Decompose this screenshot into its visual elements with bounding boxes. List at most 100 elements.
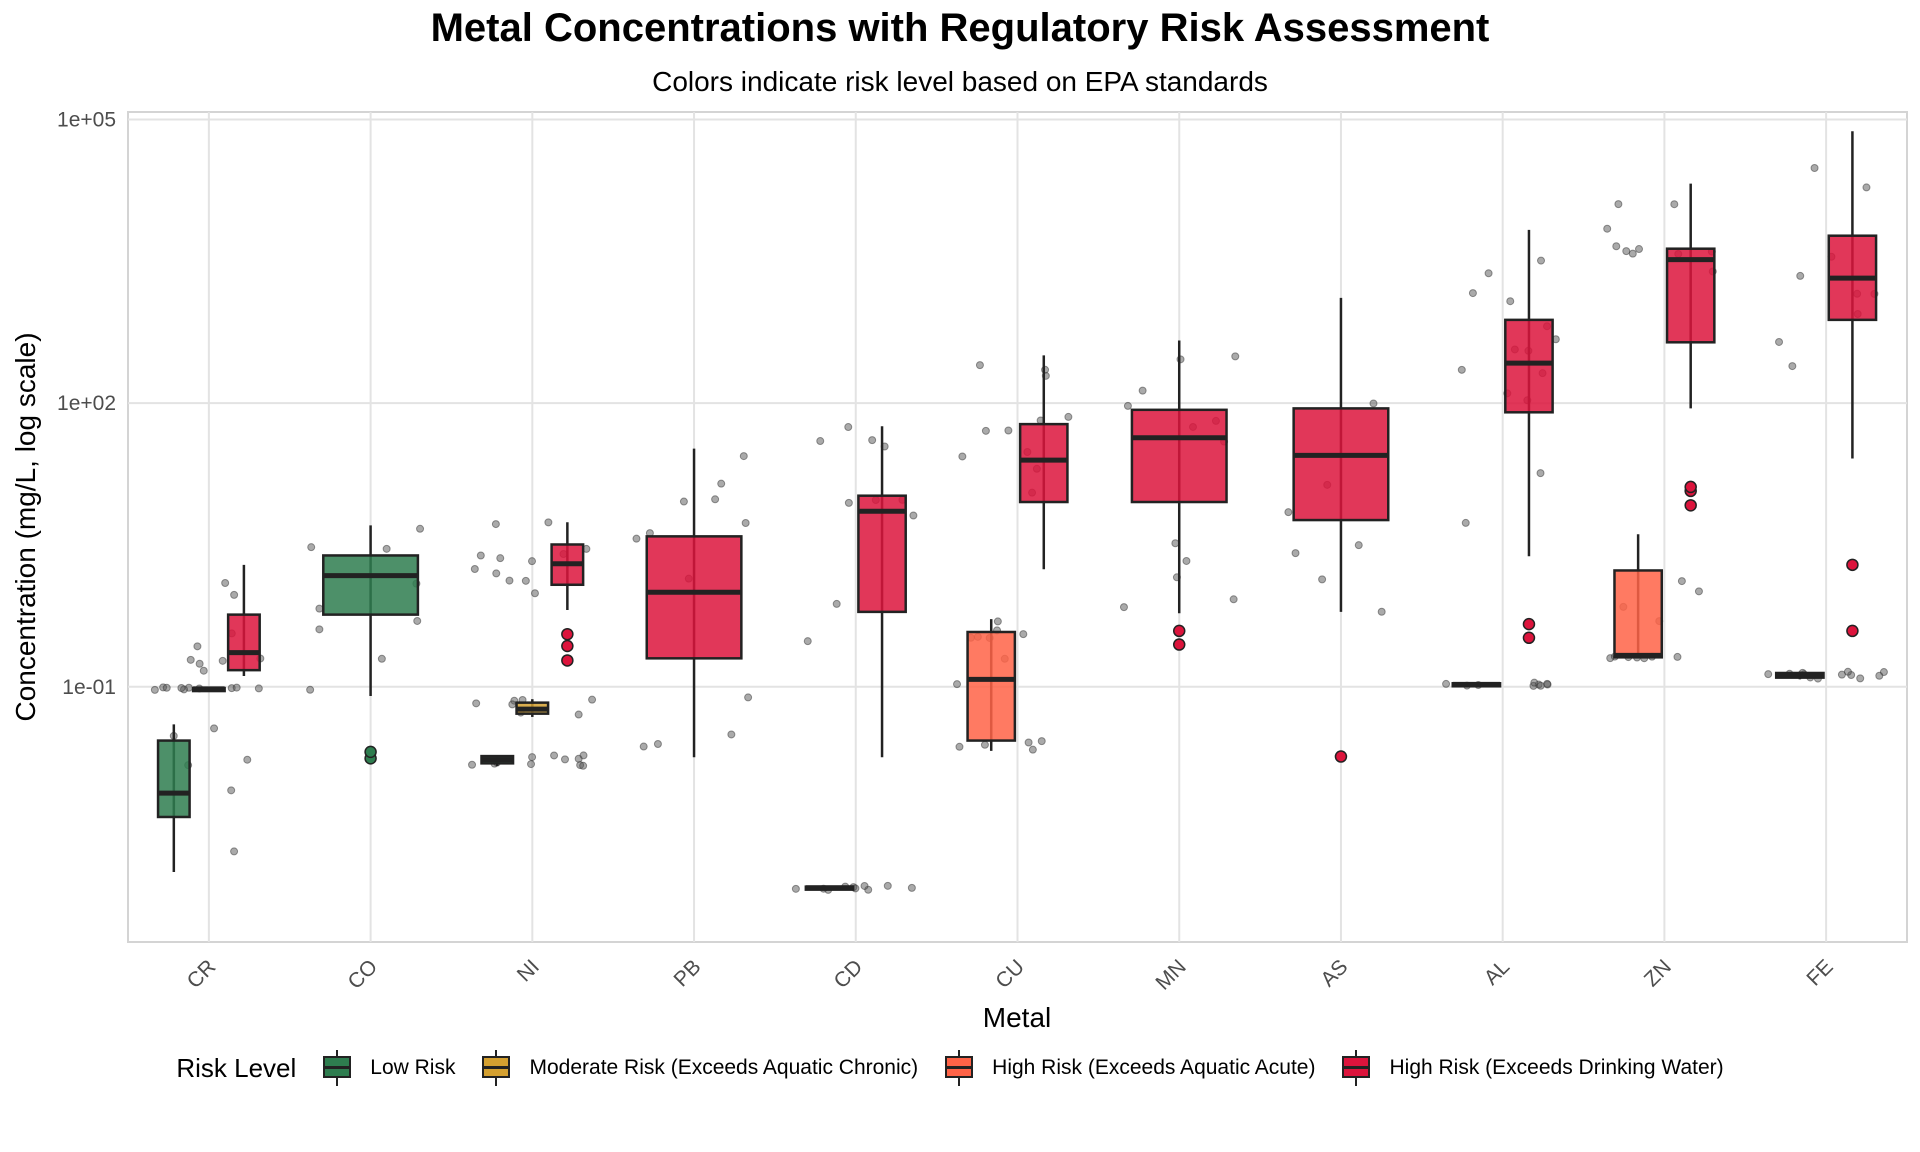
y-tick-label: 1e-01 xyxy=(62,676,116,699)
x-tick-label: CO xyxy=(344,955,383,994)
data-point xyxy=(1171,539,1180,548)
data-point xyxy=(1377,607,1386,616)
data-point xyxy=(1628,249,1637,258)
box-rect xyxy=(1665,247,1716,344)
x-tick-label: CU xyxy=(991,955,1029,993)
data-point xyxy=(470,565,479,574)
data-point xyxy=(1614,200,1623,209)
data-point xyxy=(193,642,202,651)
data-point xyxy=(530,589,539,598)
legend-item-acute: High Risk (Exceeds Aquatic Acute) xyxy=(938,1050,1315,1086)
data-point xyxy=(739,452,748,461)
box-cr-drinking xyxy=(226,564,261,677)
data-point xyxy=(1543,679,1552,688)
data-point xyxy=(1622,247,1631,256)
box-al-low xyxy=(1451,681,1502,688)
data-point xyxy=(791,884,800,893)
data-point xyxy=(1028,745,1037,754)
data-point xyxy=(243,755,252,764)
data-point xyxy=(1484,269,1493,278)
data-point xyxy=(476,551,485,560)
data-point xyxy=(909,511,918,520)
data-point xyxy=(993,617,1002,626)
data-point xyxy=(528,753,537,762)
x-tick-label: PB xyxy=(670,955,706,991)
data-point xyxy=(1119,603,1128,612)
box-rect xyxy=(857,494,907,614)
data-point xyxy=(550,751,559,760)
data-point xyxy=(416,524,425,533)
data-point xyxy=(527,760,536,769)
data-point xyxy=(1354,541,1363,550)
data-point xyxy=(230,847,239,856)
data-point xyxy=(1037,737,1046,746)
legend-label: High Risk (Exceeds Aquatic Acute) xyxy=(992,1056,1316,1079)
box-cu-drinking xyxy=(1018,355,1069,570)
box-cr-low xyxy=(156,724,191,872)
data-point xyxy=(468,760,477,769)
data-point xyxy=(1138,386,1147,395)
outlier-point xyxy=(1334,750,1348,763)
data-point xyxy=(254,684,263,693)
legend-title: Risk Level xyxy=(176,1052,297,1083)
box-rect xyxy=(1018,422,1069,504)
x-tick-label: MN xyxy=(1151,955,1190,994)
box-rect xyxy=(156,739,191,819)
legend-item-low: Low Risk xyxy=(316,1050,455,1086)
data-point xyxy=(521,576,530,585)
data-point xyxy=(844,423,853,432)
data-point xyxy=(1612,242,1621,251)
data-point xyxy=(832,599,841,608)
data-point xyxy=(1536,681,1545,690)
data-point xyxy=(199,666,208,675)
outlier-point xyxy=(1522,617,1536,631)
box-rect xyxy=(1292,407,1390,522)
data-point xyxy=(711,495,720,504)
data-point xyxy=(1537,256,1546,265)
data-point xyxy=(544,518,553,527)
data-point xyxy=(717,479,726,488)
data-point xyxy=(579,751,588,760)
data-point xyxy=(1064,412,1073,421)
data-point xyxy=(1530,678,1539,687)
data-point xyxy=(1019,630,1028,639)
x-tick-label: CD xyxy=(830,955,868,993)
data-point xyxy=(1603,224,1612,233)
data-point xyxy=(1810,163,1819,172)
data-point xyxy=(1182,556,1191,565)
data-point xyxy=(221,578,230,587)
data-point xyxy=(306,685,315,694)
data-point xyxy=(1461,518,1470,527)
box-ni-low xyxy=(480,754,515,767)
box-rect xyxy=(645,535,743,660)
data-point xyxy=(1694,587,1703,596)
data-point xyxy=(1123,401,1132,410)
legend-label: Moderate Risk (Exceeds Aquatic Chronic) xyxy=(529,1056,919,1079)
box-rect xyxy=(1613,569,1664,659)
outlier-point xyxy=(1172,624,1186,638)
outlier-point xyxy=(1684,499,1697,512)
data-point xyxy=(232,683,241,692)
outlier-point xyxy=(364,745,377,759)
data-point xyxy=(975,361,984,370)
box-fe-drinking xyxy=(1827,131,1878,638)
outlier-point xyxy=(1522,631,1536,645)
box-cr-moderate xyxy=(191,686,226,693)
data-point xyxy=(315,625,324,634)
box-ni-drinking xyxy=(550,522,585,667)
outlier-point xyxy=(1846,558,1859,572)
chart-title: Metal Concentrations with Regulatory Ris… xyxy=(430,6,1490,50)
grid-lines xyxy=(128,112,1907,942)
data-point xyxy=(1837,670,1846,679)
data-point xyxy=(186,655,195,664)
data-point xyxy=(1635,245,1644,254)
x-tick-label: AL xyxy=(1480,955,1514,989)
data-point xyxy=(150,685,159,694)
data-point xyxy=(496,554,505,563)
data-point xyxy=(1506,297,1515,306)
box-rect xyxy=(1504,318,1554,414)
data-point xyxy=(907,883,916,892)
x-tick-label: ZN xyxy=(1640,955,1676,991)
box-as-drinking xyxy=(1292,297,1390,763)
